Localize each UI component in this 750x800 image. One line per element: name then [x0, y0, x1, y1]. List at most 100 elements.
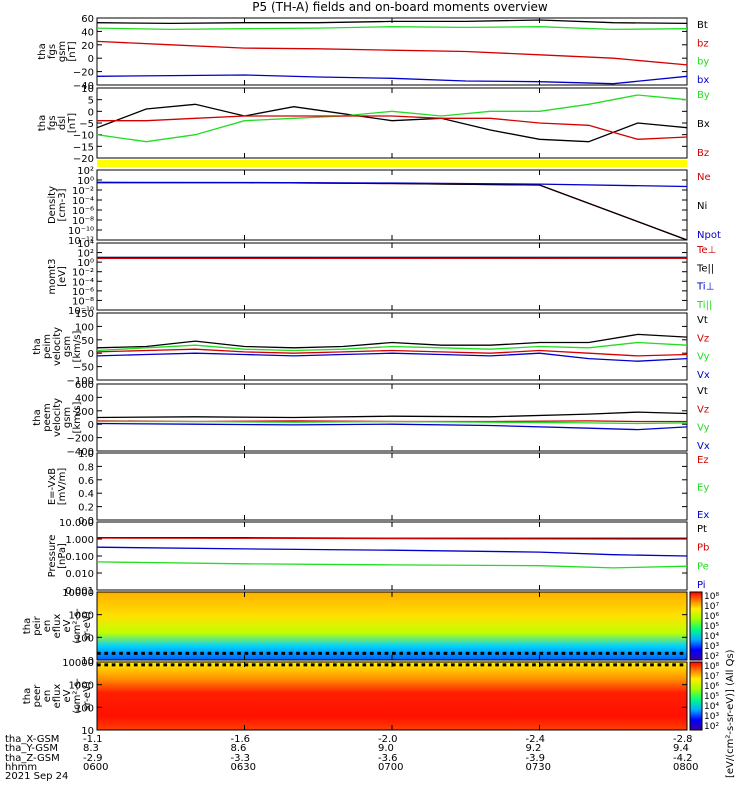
- legend-entry: Pb: [697, 543, 709, 554]
- heatmap-speck: [274, 651, 278, 655]
- colorbar: [689, 591, 703, 661]
- y-axis-label: gsm: [62, 407, 73, 428]
- heatmap-speck: [178, 651, 182, 655]
- y-tick-label: 1.000: [65, 535, 94, 546]
- heatmap-speck: [281, 663, 286, 667]
- heatmap-speck: [185, 663, 190, 667]
- heatmap-speck: [561, 651, 566, 655]
- heatmap-speck: [672, 663, 676, 667]
- legend-entry: Vz: [697, 333, 709, 344]
- y-tick-label: 10⁻¹⁰: [68, 226, 94, 237]
- legend-entry: By: [697, 90, 710, 101]
- heatmap-speck: [133, 663, 138, 667]
- colorbar-tick-label: 10⁷: [704, 602, 719, 612]
- footer-value: -4.2: [673, 752, 693, 764]
- panel-frame: [96, 242, 688, 311]
- series-line-Pe: [96, 561, 688, 569]
- heatmap-speck: [510, 663, 514, 667]
- heatmap-speck: [664, 651, 669, 655]
- panel-pressure: 10.000 1.000 0.100 0.010 0.001 Pressure [nPa] P…: [47, 518, 709, 597]
- heatmap-speck: [495, 663, 499, 667]
- heatmap-speck: [436, 663, 440, 667]
- y-tick-label: 5: [88, 96, 94, 107]
- heatmap-speck: [399, 651, 404, 655]
- y-tick-label: −15: [73, 142, 94, 153]
- heatmap-speck: [657, 651, 662, 655]
- legend-entry: Bt: [697, 20, 708, 31]
- y-tick-label: 0.100: [65, 552, 94, 563]
- y-tick-label: 10⁻⁶: [72, 206, 94, 217]
- heatmap-speck: [436, 651, 440, 655]
- series-line-Bx: [96, 103, 688, 143]
- heatmap-speck: [362, 663, 367, 667]
- colorbar-tick-label: 10⁷: [704, 672, 719, 682]
- heatmap-speck: [473, 651, 477, 655]
- heatmap-speck: [141, 651, 145, 655]
- heatmap-speck: [620, 663, 625, 667]
- colorbar-tick-label: 10²: [704, 652, 719, 662]
- y-axis-label: velocity: [52, 327, 63, 366]
- y-tick-label: 10⁻¹²: [68, 236, 94, 247]
- panel-frame: [96, 452, 688, 521]
- heatmap-fill: [97, 592, 687, 660]
- heatmap-speck: [126, 663, 131, 667]
- heatmap-speck: [318, 651, 322, 655]
- series-line-Ni: [97, 181, 688, 241]
- heatmap-speck: [325, 663, 330, 667]
- time-axis-footer: tha_X-GSM -1.1 -1.6 -2.0 -2.4 -2.8 tha_Y-GSM 8.…: [5, 734, 698, 782]
- heatmap-speck: [215, 663, 219, 667]
- legend-entry: by: [697, 57, 709, 68]
- heatmap-speck: [384, 651, 389, 655]
- colorbar-tick-label: 10³: [704, 642, 719, 652]
- heatmap-speck: [237, 663, 241, 667]
- heatmap-speck: [229, 663, 234, 667]
- y-axis-label: [nT]: [67, 41, 78, 61]
- y-axis-label: sr-eV): [82, 611, 93, 640]
- colorbar-tick-label: 10⁵: [704, 622, 719, 632]
- heatmap-speck: [458, 663, 463, 667]
- panel-fgs-gsm: 60 40 20 0 −20 −40 tha fgs gsm [nT] Bt bz by bx: [37, 14, 709, 92]
- legend-entry: Bx: [697, 119, 710, 130]
- series-line-Vz: [96, 348, 688, 357]
- y-tick-label: 0.4: [78, 489, 94, 500]
- series-line-Vy: [97, 420, 688, 425]
- heatmap-speck: [510, 651, 514, 655]
- panel-peem-velocity: 600 400 200 0 −200 −400 tha peem velocity gsm [km/…: [32, 380, 710, 458]
- heatmap-speck: [318, 663, 322, 667]
- series-line-Npot: [96, 181, 688, 188]
- legend-entry: Ni: [697, 201, 707, 212]
- y-axis-label: eV: [62, 619, 73, 632]
- heatmap-speck: [97, 651, 101, 655]
- footer-row: tha_X-GSM -1.1 -1.6 -2.0 -2.4 -2.8: [5, 734, 693, 744]
- y-tick-label: 0.010: [65, 569, 94, 580]
- legend-entry: Ex: [697, 510, 709, 521]
- footer-value: -2.4: [525, 734, 546, 745]
- footer-value: 0700: [378, 761, 404, 773]
- footer-value: -2.9: [83, 752, 103, 764]
- heatmap-speck: [156, 663, 160, 667]
- heatmap-speck: [591, 663, 595, 667]
- y-axis-label: E=-VxB: [47, 468, 58, 505]
- heatmap-speck: [148, 663, 153, 667]
- footer-value: -1.1: [83, 734, 103, 745]
- heatmap-speck: [288, 651, 293, 655]
- y-axis-label: sr-eV): [82, 681, 93, 710]
- heatmap-speck: [517, 663, 522, 667]
- legend-entry: Ey: [697, 483, 709, 494]
- y-tick-label: 10⁻²: [72, 186, 94, 197]
- y-axis-label: tha: [37, 115, 48, 131]
- y-tick-label: 10²: [77, 166, 94, 177]
- series-line-Vt: [96, 411, 688, 419]
- y-tick-label: 10⁻⁸: [72, 216, 94, 227]
- panel-frame: [96, 87, 688, 159]
- heatmap-speck: [465, 663, 470, 667]
- colorbar-tick-label: 10³: [704, 712, 719, 722]
- footer-value: 9.2: [525, 743, 542, 755]
- colorbar-tick-label: 10⁸: [704, 662, 719, 672]
- heatmap-speck: [495, 651, 499, 655]
- heatmap-speck: [576, 663, 581, 667]
- y-axis-label: en: [42, 620, 53, 633]
- heatmap-speck: [333, 651, 337, 655]
- y-tick-label: 10: [81, 726, 94, 737]
